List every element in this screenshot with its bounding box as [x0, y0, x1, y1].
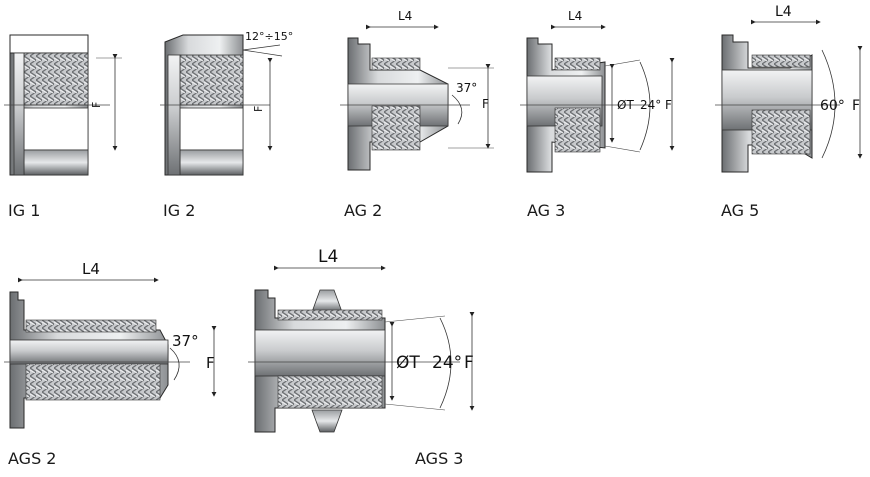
fitting-ag5 [715, 19, 863, 173]
ig2-dim-angle: 12°÷15° [245, 30, 293, 43]
ig2-dim-f: F [252, 106, 265, 112]
ag2-dim-angle: 37° [456, 81, 477, 95]
fitting-ags3 [248, 265, 475, 433]
label-ags3: AGS 3 [415, 449, 464, 468]
ag5-dim-angle: 60° [820, 98, 845, 114]
fitting-ag2 [340, 24, 494, 171]
ag3-dim-l4: L4 [568, 9, 582, 23]
ag2-dim-l4: L4 [398, 9, 412, 23]
label-ig2: IG 2 [163, 201, 196, 220]
ag2-dim-f: F [482, 97, 489, 111]
ags2-dim-angle: 37° [172, 332, 199, 350]
ags3-dim-angle: 24° [432, 353, 462, 373]
label-ig1: IG 1 [8, 201, 41, 220]
ag3-dim-t: ØT [617, 98, 634, 112]
label-ag5: AG 5 [721, 201, 760, 220]
ag3-dim-angle: 24° [640, 98, 661, 112]
label-ags2: AGS 2 [8, 449, 57, 468]
fitting-ig1 [4, 34, 122, 176]
fitting-ag3 [520, 24, 675, 173]
ag5-dim-f: F [852, 98, 860, 114]
ag5-dim-l4: L4 [775, 4, 792, 20]
ag3-dim-f: F [665, 98, 672, 112]
ags2-dim-f: F [206, 354, 215, 372]
ags3-dim-l4: L4 [318, 247, 338, 267]
fitting-ig2 [160, 34, 283, 176]
ags2-dim-l4: L4 [82, 260, 100, 278]
label-ag3: AG 3 [527, 201, 566, 220]
label-ag2: AG 2 [344, 201, 383, 220]
ig1-dim-f: F [90, 102, 103, 108]
ags3-dim-f: F [464, 353, 474, 373]
fitting-ags2 [4, 277, 217, 429]
ags3-dim-t: ØT [396, 353, 420, 373]
